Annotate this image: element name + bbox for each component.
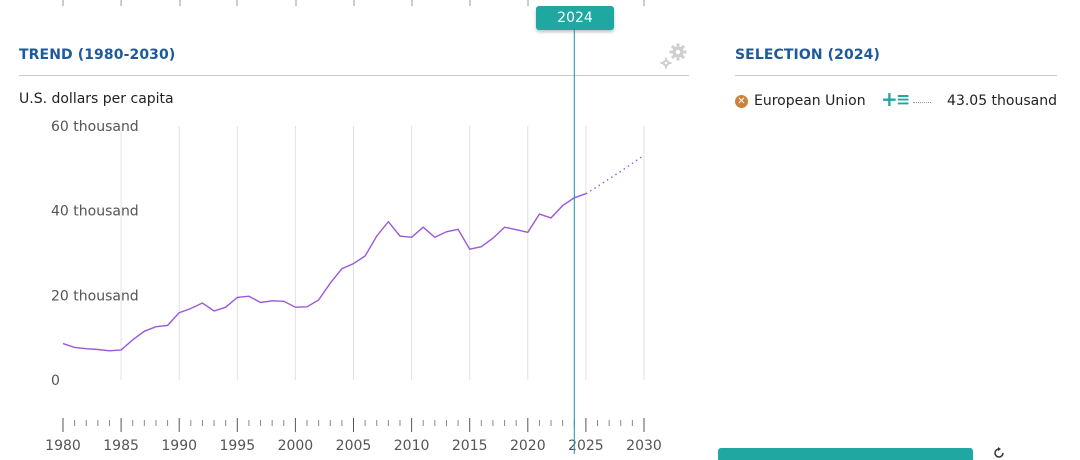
x-tick-label-2010: 2010 <box>394 438 430 454</box>
y-tick-label: 20 thousand <box>51 288 139 304</box>
series-line-european-union <box>63 194 586 351</box>
series-line-projection <box>586 155 644 194</box>
x-tick-label-2015: 2015 <box>452 438 488 454</box>
y-tick-label: 60 thousand <box>51 119 139 135</box>
x-tick-label-2005: 2005 <box>336 438 372 454</box>
x-tick-label-1990: 1990 <box>161 438 197 454</box>
x-tick-label-1985: 1985 <box>103 438 139 454</box>
x-tick-label-2000: 2000 <box>278 438 314 454</box>
x-tick-label-2030: 2030 <box>626 438 662 454</box>
x-tick-label-1995: 1995 <box>219 438 255 454</box>
x-tick-label-1980: 1980 <box>45 438 81 454</box>
x-tick-label-2020: 2020 <box>510 438 546 454</box>
y-tick-label: 0 <box>51 373 60 389</box>
y-tick-label: 40 thousand <box>51 204 139 220</box>
x-tick-label-2025: 2025 <box>568 438 604 454</box>
